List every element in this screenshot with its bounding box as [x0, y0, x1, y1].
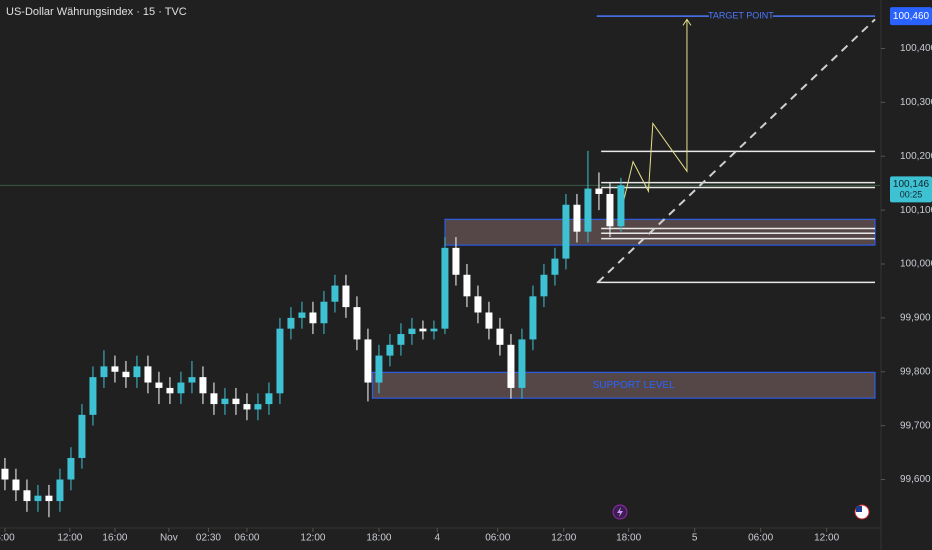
- candle-body: [188, 377, 196, 383]
- event-icon-bolt: [617, 507, 623, 517]
- candle-body: [243, 404, 251, 410]
- projection-path: [619, 19, 688, 217]
- last-price-label: 100,146: [893, 179, 930, 190]
- candle-body: [177, 382, 185, 394]
- candle-body: [34, 495, 42, 502]
- candle-body: [463, 274, 471, 297]
- candle-body: [617, 185, 625, 227]
- flag-canton: [856, 506, 862, 512]
- candle-body: [232, 398, 240, 405]
- trend-line: [597, 18, 876, 284]
- candle-body: [56, 479, 64, 502]
- x-tick-label: 06:00: [485, 533, 510, 544]
- candle-body: [441, 247, 449, 329]
- candle-body: [265, 393, 273, 405]
- candle-body: [331, 285, 339, 302]
- y-tick-label: 100,000: [900, 259, 932, 270]
- support-label: SUPPORT LEVEL: [593, 380, 675, 391]
- candle-body: [562, 204, 570, 259]
- candle-body: [287, 317, 295, 329]
- candle-body: [430, 328, 438, 332]
- candle-body: [452, 247, 460, 275]
- candle-body: [485, 312, 493, 329]
- candle-body: [474, 296, 482, 313]
- candle-body: [23, 490, 31, 502]
- candle-body: [276, 328, 284, 394]
- candle-body: [496, 328, 504, 345]
- candle-body: [584, 188, 592, 232]
- candle-body: [375, 355, 383, 383]
- candle-body: [78, 414, 86, 458]
- candle-body: [166, 387, 174, 394]
- candle-body: [155, 382, 163, 388]
- chart-title: US-Dollar Währungsindex · 15 · TVC: [6, 6, 187, 18]
- candle-body: [221, 398, 229, 405]
- candle-body: [298, 312, 306, 318]
- target-label-bg: [708, 10, 773, 23]
- y-tick-label: 99,900: [900, 313, 931, 324]
- x-tick-label: Nov: [160, 533, 178, 544]
- candle-body: [144, 366, 152, 383]
- candle-body: [551, 258, 559, 275]
- candle-body: [67, 457, 75, 480]
- y-tick-label: 100,100: [900, 205, 932, 216]
- plot: SUPPORT LEVEL TARGET POINT: [0, 10, 880, 518]
- candle-body: [397, 334, 405, 345]
- candle-body: [419, 328, 427, 332]
- candle-body: [320, 301, 328, 324]
- candle-body: [386, 344, 394, 356]
- x-tick-label: 06:00: [234, 533, 259, 544]
- candle-body: [122, 371, 130, 378]
- y-tick-label: 100,400: [900, 43, 932, 54]
- candle-body: [529, 296, 537, 340]
- candle-body: [100, 366, 108, 378]
- x-tick-label: 12:00: [300, 533, 325, 544]
- candle-body: [133, 366, 141, 378]
- target-price-box: [890, 7, 932, 26]
- y-tick-label: 100,300: [900, 97, 932, 108]
- candle-body: [518, 339, 526, 388]
- candle-body: [353, 307, 361, 340]
- candle-body: [45, 495, 53, 502]
- x-tick-label: 16:00: [102, 533, 127, 544]
- candle-body: [507, 344, 515, 388]
- x-tick-label: 18:00: [616, 533, 641, 544]
- x-tick-label: 06:00: [748, 533, 773, 544]
- candle-body: [309, 312, 317, 324]
- candle-body: [408, 328, 416, 335]
- x-tick-label: 12:00: [57, 533, 82, 544]
- candle-body: [342, 285, 350, 308]
- last-price-box: [890, 176, 932, 203]
- candle-body: [1, 468, 9, 480]
- candle-body: [89, 377, 97, 415]
- x-tick-label: 12:00: [814, 533, 839, 544]
- candle-body: [364, 339, 372, 383]
- x-tick-label: 6:00: [0, 533, 15, 544]
- candle-body: [595, 188, 603, 194]
- y-tick-label: 99,800: [900, 366, 931, 377]
- y-tick-label: 99,600: [900, 474, 931, 485]
- candle-body: [540, 274, 548, 297]
- x-tick-label: 12:00: [551, 533, 576, 544]
- target-price-label: 100,460: [893, 11, 930, 22]
- candle-body: [573, 204, 581, 232]
- candle-body: [12, 479, 20, 491]
- candle-body: [111, 366, 119, 372]
- candle-body: [606, 193, 614, 227]
- x-tick-label: 02:30: [196, 533, 221, 544]
- support-zone: [371, 371, 876, 399]
- x-tick-label: 18:00: [366, 533, 391, 544]
- arrow-head: [682, 18, 692, 26]
- target-label: TARGET POINT: [708, 11, 774, 21]
- candle-body: [254, 404, 262, 410]
- countdown-label: 00:25: [900, 190, 923, 200]
- x-tick-label: 4: [434, 533, 440, 544]
- x-tick-label: 5: [692, 533, 698, 544]
- y-tick-label: 99,700: [900, 420, 931, 431]
- candle-body: [199, 377, 207, 394]
- candle-body: [210, 393, 218, 405]
- y-tick-label: 100,200: [900, 151, 932, 162]
